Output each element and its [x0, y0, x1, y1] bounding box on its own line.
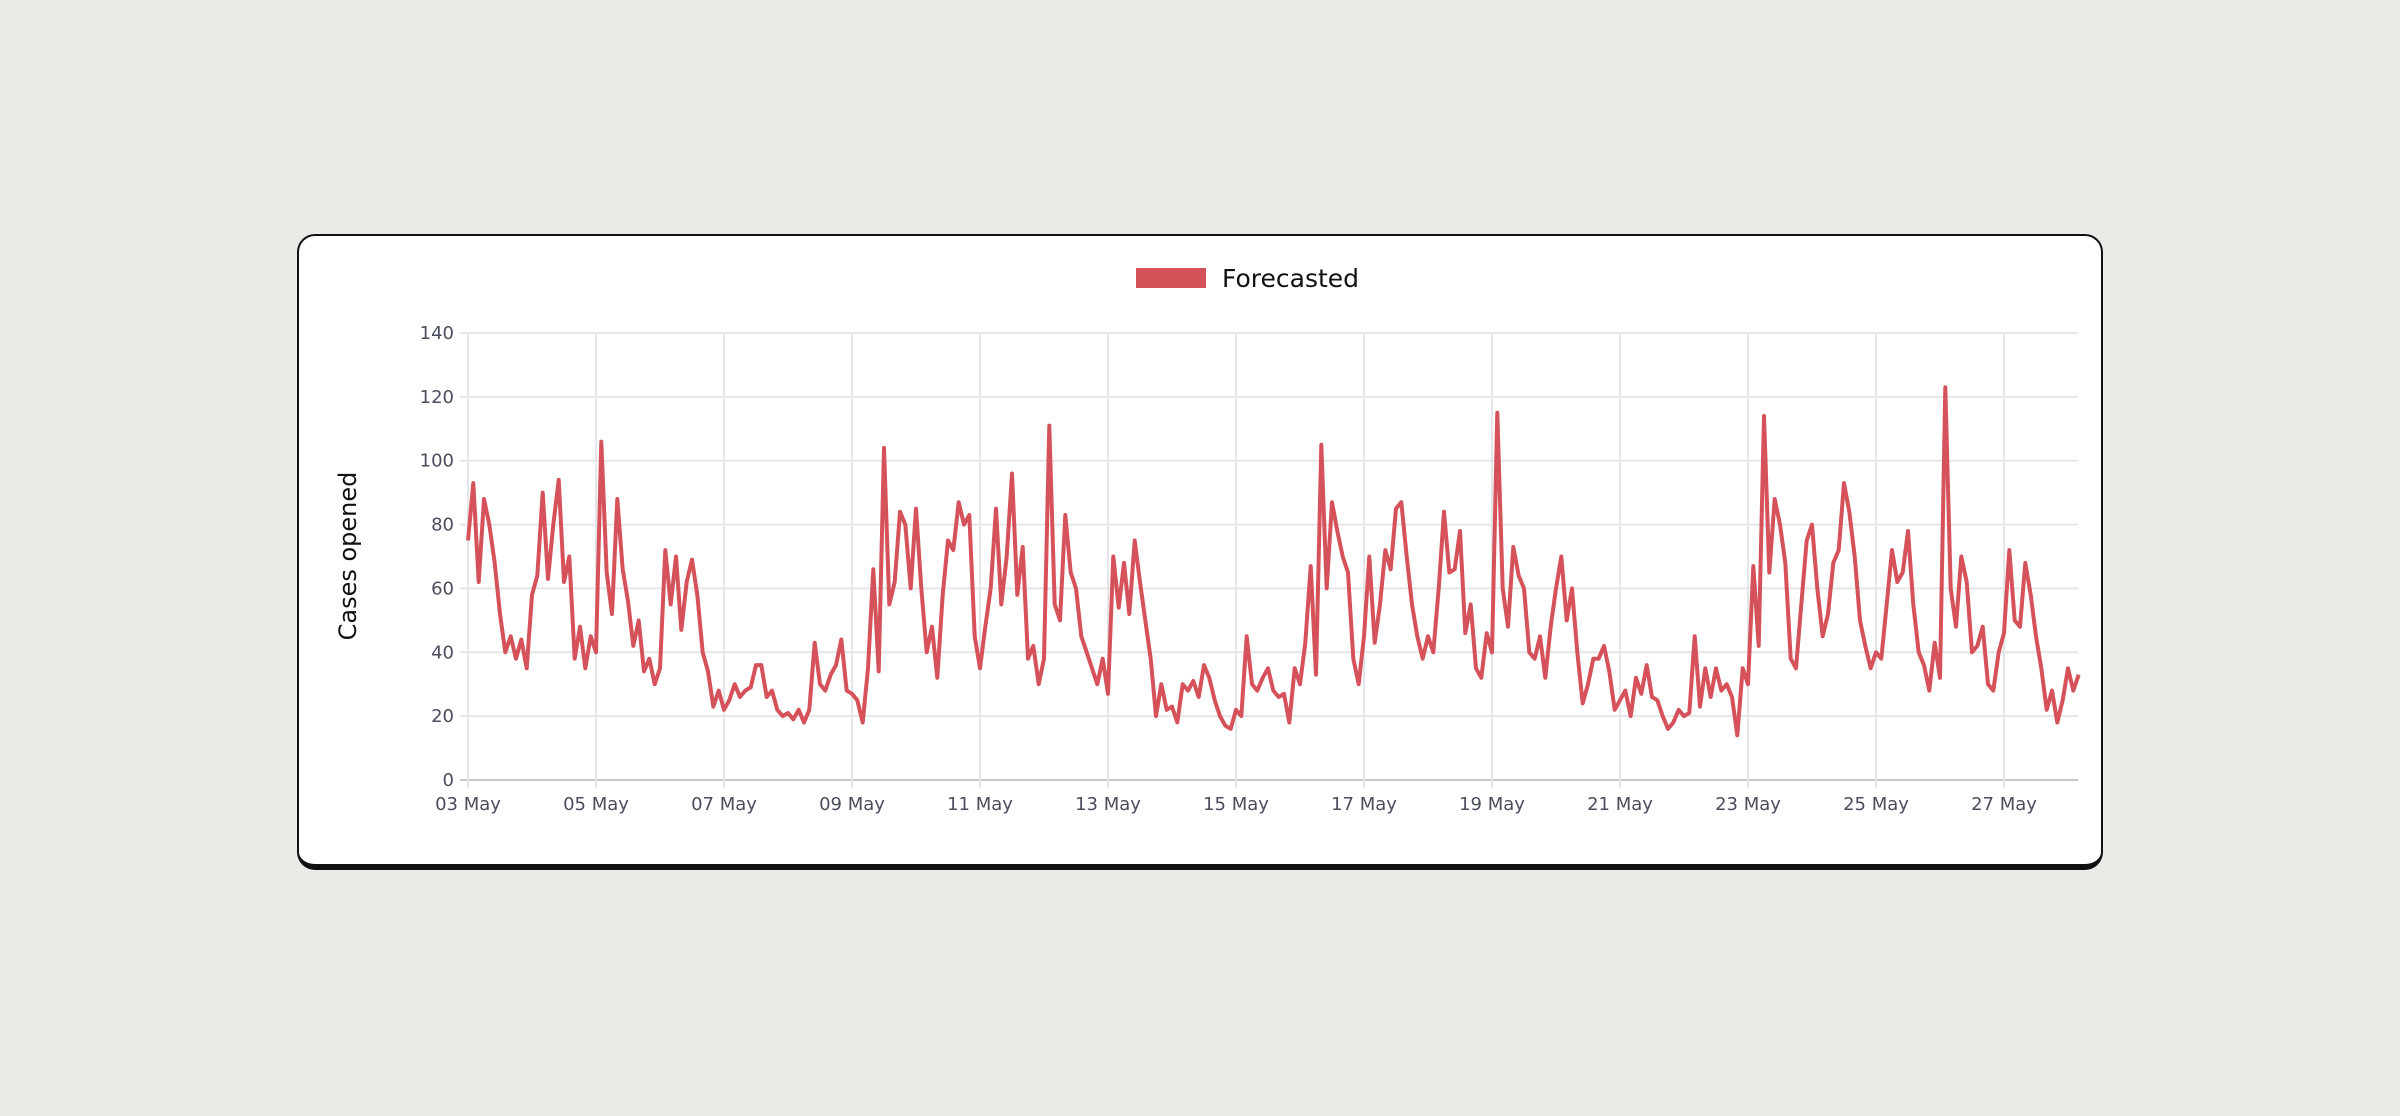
- y-tick-label: 100: [420, 451, 454, 472]
- x-tick-label: 09 May: [819, 794, 885, 815]
- grid: [460, 332, 2078, 788]
- x-tick-label: 19 May: [1459, 794, 1525, 815]
- y-tick-label: 40: [431, 642, 454, 663]
- y-axis-ticks: 0 20 40 60 80 100 120 140: [420, 323, 454, 791]
- x-tick-label: 11 May: [947, 794, 1013, 815]
- y-tick-label: 60: [431, 578, 454, 599]
- series-line-forecasted: [466, 385, 2081, 738]
- legend-swatch-forecasted: [1136, 268, 1206, 288]
- x-tick-label: 03 May: [435, 794, 501, 815]
- x-axis-ticks: 03 May 05 May 07 May 09 May 11 May 13 May 15 M…: [435, 794, 2037, 815]
- legend-label-forecasted: Forecasted: [1222, 264, 1359, 293]
- y-tick-label: 80: [431, 515, 454, 536]
- x-tick-label: 17 May: [1331, 794, 1397, 815]
- x-tick-label: 25 May: [1843, 794, 1909, 815]
- x-tick-label: 21 May: [1587, 794, 1653, 815]
- y-tick-label: 20: [431, 706, 454, 727]
- x-tick-label: 23 May: [1715, 794, 1781, 815]
- y-tick-label: 120: [420, 387, 454, 408]
- x-tick-label: 05 May: [563, 794, 629, 815]
- y-tick-label: 0: [443, 770, 454, 791]
- y-axis-label: Cases opened: [334, 472, 362, 641]
- series-layer: [466, 385, 2081, 738]
- x-tick-label: 07 May: [691, 794, 757, 815]
- x-tick-label: 15 May: [1203, 794, 1269, 815]
- x-tick-label: 13 May: [1075, 794, 1141, 815]
- x-tick-label: 27 May: [1971, 794, 2037, 815]
- y-tick-label: 140: [420, 323, 454, 344]
- legend[interactable]: Forecasted: [1136, 264, 1359, 293]
